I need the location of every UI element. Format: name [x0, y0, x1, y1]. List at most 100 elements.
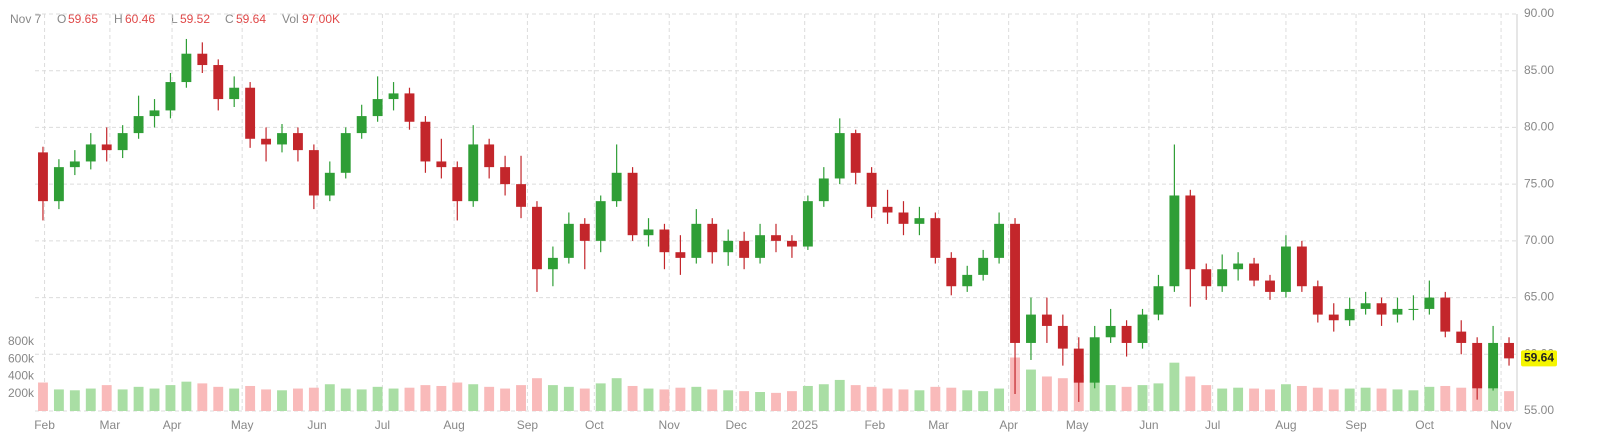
volume-bar	[707, 389, 718, 411]
candle-body	[1376, 303, 1387, 315]
volume-bar	[1026, 369, 1036, 411]
header-close: 59.64	[236, 12, 266, 26]
volume-bar	[563, 386, 574, 411]
candle-body	[962, 274, 973, 287]
y-tick-label: 55.00	[1524, 403, 1554, 417]
volume-bar	[292, 388, 303, 411]
volume-bar	[38, 382, 48, 411]
volume-bar	[484, 386, 495, 411]
volume-bar	[1169, 362, 1180, 411]
candle-body	[1026, 314, 1036, 343]
y-tick-label: 65.00	[1524, 290, 1554, 304]
candle-body	[914, 218, 925, 224]
ohlc-header: Nov 7 O 59.65 H 60.46 L 59.52 C 59.64 Vo…	[10, 12, 340, 26]
candle-body	[898, 212, 909, 224]
candle-body	[834, 133, 845, 179]
volume-bar	[978, 391, 989, 411]
candle-body	[675, 252, 686, 258]
x-tick-label: Apr	[163, 418, 182, 432]
candle-body	[1169, 195, 1180, 287]
volume-bar	[1456, 387, 1467, 411]
volume-bar	[388, 388, 399, 411]
volume-bar	[500, 388, 511, 411]
candle-body	[356, 116, 367, 134]
y2-tick-label: 200k	[8, 386, 35, 400]
candle-body	[547, 257, 558, 270]
x-tick-label: Oct	[585, 418, 604, 432]
candle-body	[1073, 348, 1084, 383]
volume-bar	[532, 378, 542, 411]
candle-body	[149, 110, 160, 117]
candle-body	[261, 138, 272, 145]
volume-bar	[1424, 386, 1435, 411]
volume-bar	[69, 390, 80, 411]
volume-bar	[356, 389, 367, 411]
volume-bar	[277, 390, 287, 411]
x-tick-label: Nov	[659, 418, 680, 432]
volume-bar	[229, 388, 240, 411]
volume-bar	[946, 387, 957, 411]
candle-body	[1010, 223, 1020, 343]
volume-bar	[659, 389, 670, 411]
candle-body	[1265, 280, 1275, 292]
candle-body	[818, 178, 829, 202]
candle-body	[946, 257, 957, 287]
volume-bar	[1217, 388, 1228, 411]
volume-bar	[1312, 387, 1323, 411]
candle-body	[420, 121, 431, 162]
candle-body	[1153, 286, 1164, 315]
candle-body	[1217, 269, 1228, 287]
candle-body	[181, 53, 192, 83]
y2-tick-label: 800k	[8, 334, 35, 348]
candle-body	[85, 144, 96, 162]
volume-bar	[802, 385, 813, 411]
x-tick-label: Jun	[1139, 418, 1158, 432]
volume-bar	[1153, 383, 1164, 411]
volume-bar	[404, 387, 415, 411]
header-low: 59.52	[180, 12, 210, 26]
volume-bar	[739, 391, 750, 411]
candle-body	[38, 152, 48, 202]
x-tick-label: Mar	[928, 418, 949, 432]
candle-body	[978, 257, 989, 275]
candle-body	[1312, 286, 1323, 315]
candle-body	[739, 240, 750, 258]
candle-body	[1105, 325, 1116, 338]
volume-bar	[691, 386, 702, 411]
volume-bar	[1392, 389, 1403, 411]
volume-bar	[1249, 388, 1260, 411]
candle-body	[1472, 342, 1483, 389]
volume-bar	[547, 385, 558, 411]
volume-bar	[53, 389, 64, 411]
candle-body	[707, 223, 718, 253]
volume-bar	[133, 386, 144, 411]
candle-body	[786, 240, 797, 247]
volume-bar	[261, 389, 272, 411]
volume-bar	[197, 383, 208, 411]
y2-tick-label: 400k	[8, 369, 35, 383]
volume-bar	[420, 385, 431, 411]
volume-bar	[165, 385, 176, 411]
y-tick-label: 80.00	[1524, 120, 1554, 134]
volume-bar	[149, 388, 160, 411]
candle-body	[866, 172, 877, 207]
candle-body	[1201, 269, 1212, 287]
volume-bar	[675, 387, 686, 411]
candle-body	[1360, 303, 1371, 309]
volume-bar	[1041, 376, 1052, 411]
candle-body	[1137, 314, 1148, 343]
candle-body	[723, 240, 734, 253]
volume-bar	[1408, 390, 1419, 411]
header-close-label: C	[225, 12, 234, 26]
volume-bar	[468, 384, 479, 411]
volume-bar	[213, 386, 224, 411]
volume-bar	[579, 388, 590, 411]
candle-body	[1296, 246, 1307, 287]
x-tick-label: Aug	[1275, 418, 1296, 432]
candle-body	[53, 167, 64, 202]
volume-bar	[595, 383, 606, 411]
candle-body	[882, 206, 893, 213]
candle-body	[404, 93, 415, 122]
x-tick-label: Jun	[307, 418, 326, 432]
volume-bar	[372, 386, 383, 411]
